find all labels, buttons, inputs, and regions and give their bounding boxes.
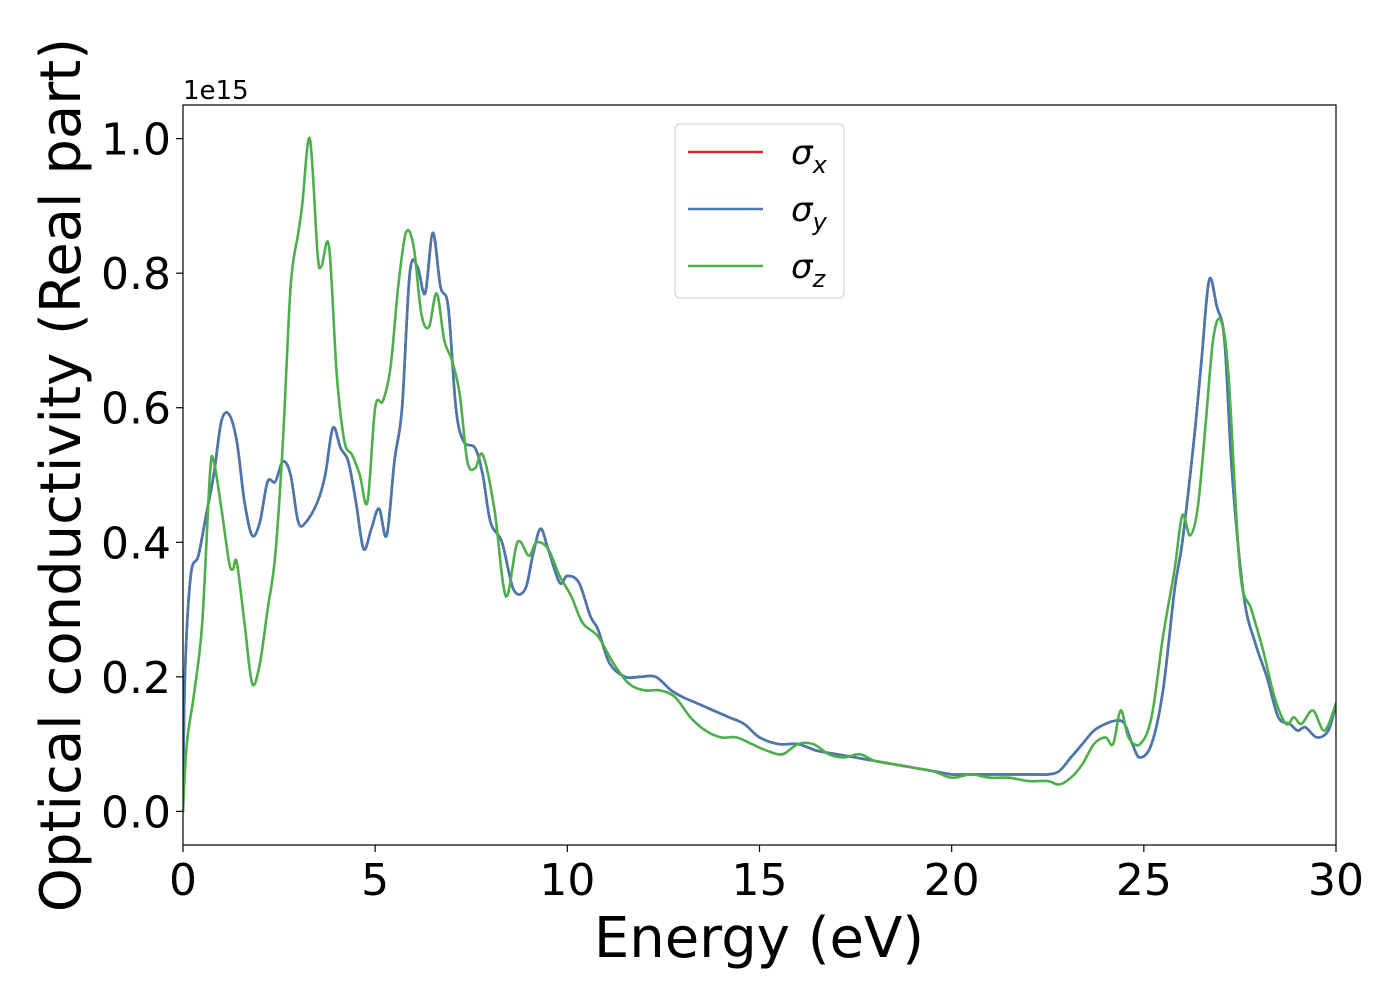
series-layer <box>183 136 1336 813</box>
x-tick-label: 30 <box>1308 855 1364 906</box>
legend-label-sigma-z: σz <box>791 247 827 293</box>
x-tick-label: 20 <box>924 855 980 906</box>
x-axis-ticks: 0 5 10 15 20 25 30 <box>169 845 1364 906</box>
y-tick-label: 0.0 <box>101 787 171 838</box>
series-line-sigma-y <box>183 231 1336 813</box>
y-axis-ticks: 0.0 0.2 0.4 0.6 0.8 1.0 <box>101 115 183 838</box>
x-tick-label: 10 <box>539 855 595 906</box>
y-offset-label: 1e15 <box>183 76 249 106</box>
legend-box <box>674 123 845 299</box>
legend: σx σy σz <box>674 123 845 299</box>
x-tick-label: 25 <box>1116 855 1172 906</box>
legend-label-sigma-y: σy <box>791 190 828 236</box>
y-axis-label: Optical conductivity (Real part) <box>29 38 94 912</box>
series-line-sigma-z <box>183 136 1336 813</box>
x-axis-label: Energy (eV) <box>594 906 924 971</box>
x-tick-label: 0 <box>169 855 197 906</box>
y-tick-label: 0.4 <box>101 518 171 569</box>
y-tick-label: 1.0 <box>101 115 171 166</box>
x-tick-label: 5 <box>361 855 389 906</box>
legend-label-sigma-x: σx <box>791 133 828 179</box>
y-tick-label: 0.6 <box>101 384 171 435</box>
y-tick-label: 0.2 <box>101 653 171 704</box>
y-tick-label: 0.8 <box>101 249 171 300</box>
x-tick-label: 15 <box>732 855 788 906</box>
